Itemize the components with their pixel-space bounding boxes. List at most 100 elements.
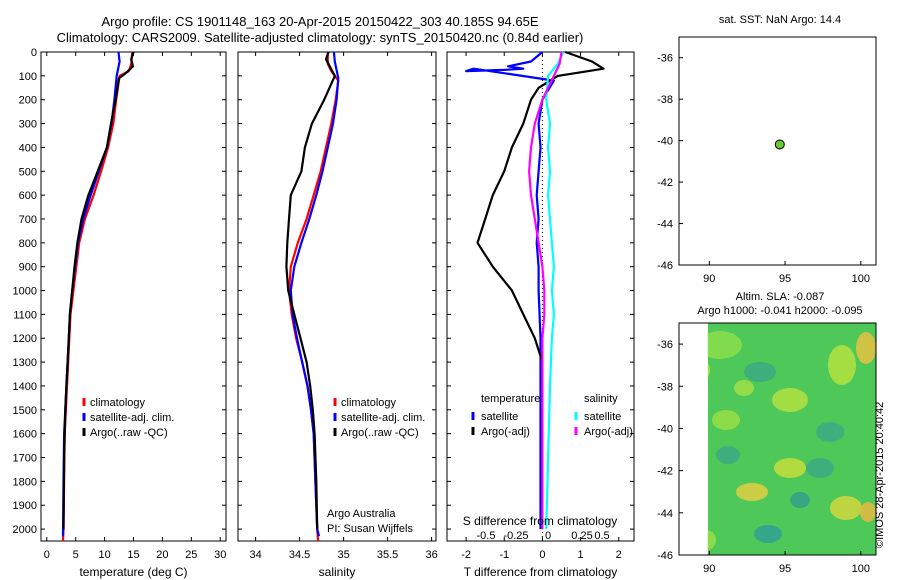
heatmap-cell — [707, 331, 742, 359]
heatmap-cell — [772, 388, 808, 412]
series-line-differences-satellite — [545, 51, 565, 530]
location-map-ytick-label: -42 — [657, 177, 673, 189]
depth-tick-label: 1800 — [13, 476, 37, 488]
panel-differences-s-tick-label: 0.25 — [571, 530, 592, 542]
legend-label-differences: Argo(-adj) — [481, 426, 530, 438]
heatmap-cell — [856, 332, 876, 364]
heatmap-cell — [716, 446, 740, 464]
depth-tick-label: 200 — [19, 95, 37, 107]
heatmap-cell — [806, 458, 834, 478]
depth-tick-label: 1600 — [13, 429, 37, 441]
sla-map-ytick-label: -38 — [657, 381, 673, 393]
series-line-differences-argo-adj- — [527, 51, 563, 530]
series-line-differences-argo-adj- — [476, 50, 605, 530]
panel-temperature-xlabel: temperature (deg C) — [79, 565, 187, 579]
depth-tick-label: 900 — [19, 262, 37, 274]
location-map-xtick-label: 95 — [779, 273, 791, 285]
panel-salinity-xtick-label: 34.5 — [289, 549, 310, 561]
legend-label-differences: satellite — [584, 411, 621, 423]
heatmap-cell — [712, 410, 740, 430]
heatmap-cell — [774, 458, 806, 478]
sla-map-ytick-label: -46 — [657, 550, 673, 562]
panel-differences-xlabel2: S difference from climatology — [463, 514, 618, 528]
depth-tick-label: 1100 — [13, 309, 37, 321]
location-map-ytick-label: -38 — [657, 94, 673, 106]
heatmap-cell — [754, 525, 782, 543]
panel-temperature-xtick-label: 20 — [156, 549, 168, 561]
panel-differences-s-tick-label: -0.5 — [477, 530, 496, 542]
sla-map-ytick-label: -36 — [657, 339, 673, 351]
sla-map-xtick-label: 95 — [779, 563, 791, 575]
panel-salinity-xtick-label: 35.5 — [377, 549, 398, 561]
location-map-xtick-label: 90 — [703, 273, 715, 285]
depth-tick-label: 300 — [19, 119, 37, 131]
panel-differences-s-tick-label: 0 — [545, 530, 551, 542]
sla-map-frame — [678, 322, 877, 556]
location-map-ytick-label: -40 — [657, 136, 673, 148]
heatmap-cell — [828, 345, 856, 385]
legend-label-salinity: satellite-adj. clim. — [341, 412, 425, 424]
sla-map-xtick-label: 100 — [852, 563, 870, 575]
panel-differences-xtick-label: 2 — [616, 549, 622, 561]
depth-tick-label: 1000 — [13, 286, 37, 298]
depth-tick-label: 1700 — [13, 453, 37, 465]
depth-tick-label: 1400 — [13, 381, 37, 393]
panel-temperature-frame — [40, 51, 227, 542]
argo-position-marker — [774, 139, 785, 150]
panel-differences-xtick-label: 1 — [578, 549, 584, 561]
depth-tick-label: 500 — [19, 166, 37, 178]
height-title: Argo h1000: -0.041 h2000: -0.095 — [697, 305, 863, 317]
argo-australia-note: Argo Australia — [327, 508, 396, 520]
panel-temperature-xtick-label: 10 — [98, 549, 110, 561]
heatmap-cell — [734, 380, 754, 396]
depth-tick-label: 100 — [19, 71, 37, 83]
panel-differences-xtick-label: 0 — [539, 549, 545, 561]
heatmap-cell — [830, 496, 862, 520]
sst-title: sat. SST: NaN Argo: 14.4 — [718, 14, 842, 26]
depth-tick-label: 400 — [19, 142, 37, 154]
legend-label-differences: Argo(-adj) — [584, 426, 633, 438]
profile-title: Argo profile: CS 1901148_163 20-Apr-2015… — [101, 14, 539, 29]
depth-tick-label: 1500 — [13, 405, 37, 417]
panel-differences-s-tick-label: 0.5 — [594, 530, 609, 542]
sla-map-ytick-label: -44 — [657, 508, 673, 520]
series-line-salinity-satellite-adj-clim- — [289, 51, 340, 537]
series-line-salinity-argo-raw-qc- — [285, 51, 336, 530]
heatmap-cell — [816, 422, 844, 442]
heatmap-cell — [707, 362, 710, 378]
panel-salinity-xtick-label: 34 — [249, 549, 261, 561]
depth-tick-label: 700 — [19, 214, 37, 226]
depth-tick-label: 800 — [19, 238, 37, 250]
location-map-ytick-label: -46 — [657, 260, 673, 272]
legend-label-differences: satellite — [481, 411, 518, 423]
series-line-temperature-climatology — [61, 51, 134, 542]
heatmap-cell — [860, 502, 876, 522]
series-line-temperature-argo-raw-qc- — [62, 51, 135, 530]
sla-title: Altim. SLA: -0.087 — [735, 291, 825, 303]
legend-label-temperature: satellite-adj. clim. — [90, 412, 174, 424]
panel-differences-xlabel: T difference from climatology — [464, 565, 618, 579]
legend-title-salinity: salinity — [584, 393, 618, 405]
sla-map-ytick-label: -42 — [657, 466, 673, 478]
sla-map-ytick-label: -40 — [657, 423, 673, 435]
panel-differences-xtick-label: -2 — [461, 549, 471, 561]
depth-tick-label: 1900 — [13, 500, 37, 512]
depth-tick-label: 2000 — [13, 524, 37, 536]
heatmap-cell — [736, 483, 768, 501]
depth-tick-label: 1300 — [13, 357, 37, 369]
location-map-frame — [678, 36, 877, 266]
pi-note: PI: Susan Wijffels — [327, 523, 413, 535]
series-line-differences-satellite — [465, 51, 556, 530]
depth-tick-label: 1200 — [13, 333, 37, 345]
legend-label-temperature: climatology — [90, 397, 146, 409]
panel-salinity-xlabel: salinity — [319, 565, 356, 579]
sla-map-xtick-label: 90 — [703, 563, 715, 575]
panel-salinity-xtick-label: 36 — [425, 549, 437, 561]
location-map-xtick-label: 100 — [852, 273, 870, 285]
climatology-title: Climatology: CARS2009. Satellite-adjuste… — [56, 30, 584, 45]
legend-title-temperature: temperature — [481, 393, 540, 405]
heatmap-cell — [744, 362, 776, 382]
panel-temperature-xtick-label: 15 — [127, 549, 139, 561]
heatmap-cell — [707, 530, 716, 550]
